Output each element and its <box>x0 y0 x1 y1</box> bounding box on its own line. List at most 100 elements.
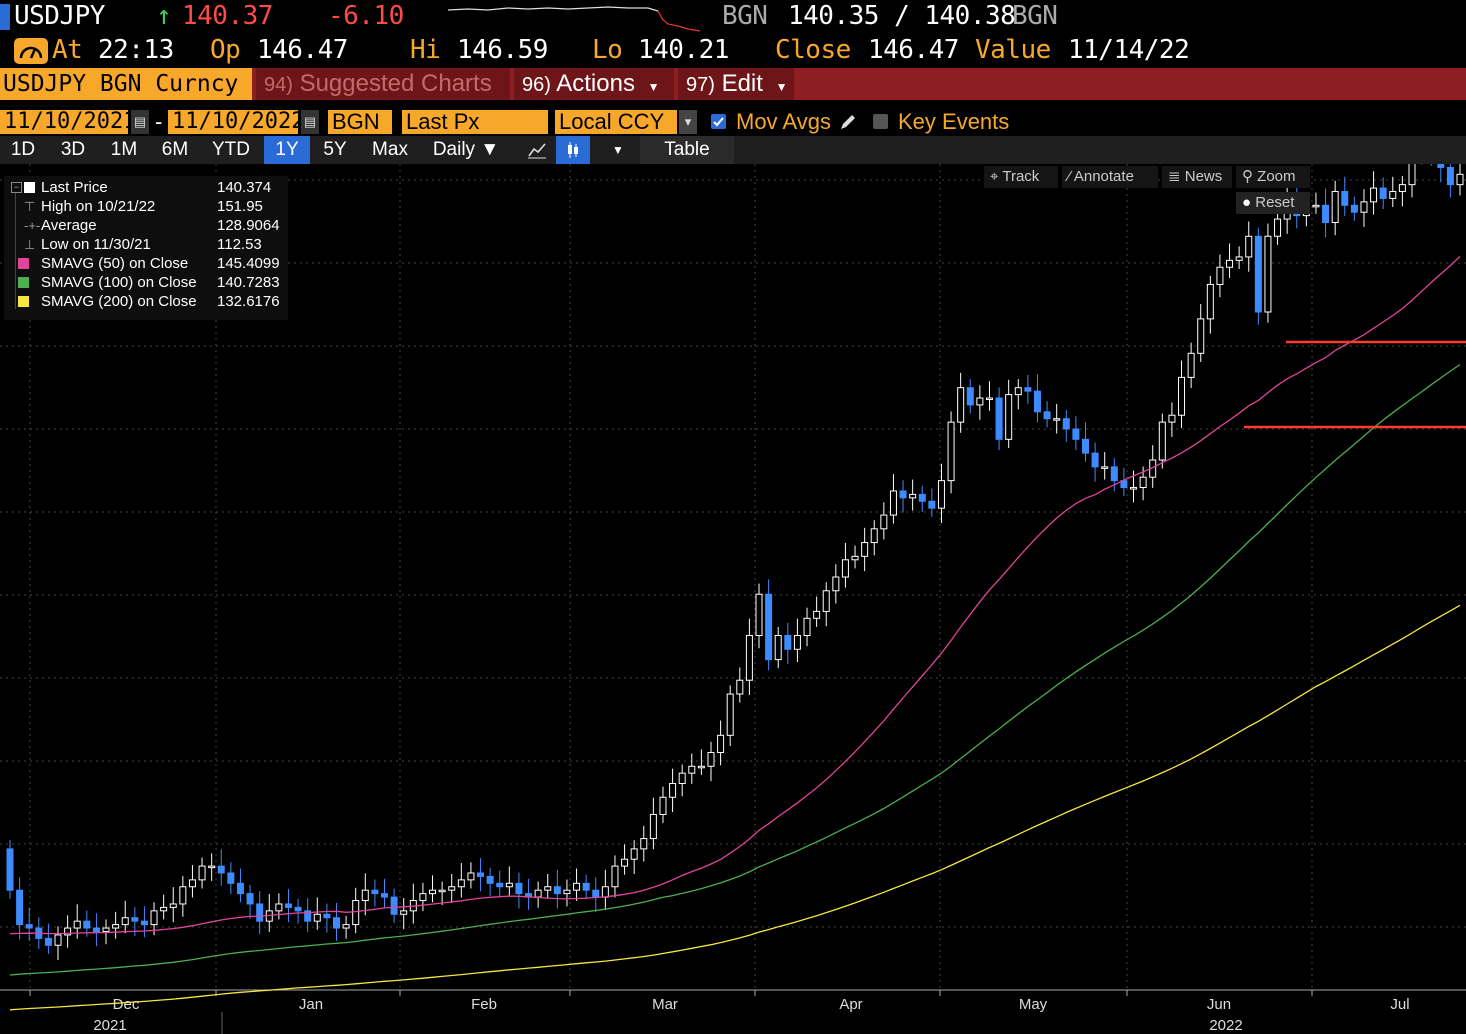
legend-row-sma100[interactable]: SMAVG (100) on Close 140.7283 <box>10 273 286 292</box>
period-ytd-button[interactable]: YTD <box>212 139 250 160</box>
security-indicator <box>0 4 10 30</box>
candlestick-chart-icon[interactable] <box>556 136 590 164</box>
chart-type-dropdown-icon[interactable]: ▼ <box>612 143 624 157</box>
candle-down <box>236 882 244 895</box>
candle-down <box>92 927 100 932</box>
pricing-source-field[interactable]: BGN <box>328 110 392 134</box>
candle-up <box>169 903 177 908</box>
line-chart-icon[interactable] <box>518 136 556 164</box>
candle-down <box>246 893 254 905</box>
currency-dropdown-icon[interactable]: ▾ <box>679 110 697 134</box>
period-1d-button[interactable]: 1D <box>10 139 36 160</box>
candle-up <box>755 593 763 637</box>
end-date-input[interactable]: 11/10/2022 <box>168 110 304 134</box>
candle-up <box>1130 487 1138 490</box>
legend-row-high[interactable]: ⊤ High on 10/21/22 151.95 <box>10 197 286 216</box>
mov-avgs-checkbox[interactable] <box>711 114 726 129</box>
reset-button[interactable]: ● Reset <box>1236 192 1310 214</box>
start-date-input[interactable]: 11/10/2021 <box>0 110 136 134</box>
open-label: Op <box>210 35 241 65</box>
candle-up <box>841 559 849 578</box>
annotate-tool[interactable]: ⁄ Annotate <box>1062 166 1158 188</box>
x-axis-month-label: Feb <box>471 996 497 1013</box>
candle-up <box>361 889 369 902</box>
legend-row-average[interactable]: -+- Average 128.9064 <box>10 216 286 235</box>
candle-down <box>1091 452 1099 468</box>
period-5y-button[interactable]: 5Y <box>323 139 347 160</box>
candle-down <box>995 397 1003 440</box>
up-arrow-icon: ↑ <box>156 1 172 31</box>
caret-down-icon: ▼ <box>647 80 660 94</box>
candle-down <box>44 937 52 946</box>
legend-name: High on 10/21/22 <box>41 198 156 215</box>
candle-down <box>217 865 225 874</box>
period-6m-button[interactable]: 6M <box>161 139 189 160</box>
value-date: 11/14/22 <box>1068 35 1190 65</box>
key-events-checkbox[interactable] <box>873 114 888 129</box>
price-field-select[interactable]: Last Px <box>402 110 548 134</box>
track-tool[interactable]: ⌖ Track <box>984 166 1058 188</box>
x-axis-year-label: 2021 <box>93 1017 126 1034</box>
calendar-icon[interactable]: ▤ <box>301 110 319 134</box>
x-axis-month-label: Apr <box>839 996 862 1013</box>
close-value: 146.47 <box>868 35 959 65</box>
candle-down <box>553 886 561 895</box>
crosshair-icon: ⌖ <box>990 168 999 185</box>
high-marker-icon: ⊤ <box>24 199 36 214</box>
candle-up <box>947 421 955 482</box>
period-1m-button[interactable]: 1M <box>110 139 138 160</box>
speedometer-icon[interactable] <box>14 38 48 64</box>
candle-down <box>582 882 590 891</box>
candle-down <box>515 882 523 895</box>
candle-up <box>1245 235 1253 258</box>
candle-up <box>669 783 677 798</box>
price-chart[interactable]: Dec Jan Feb Mar Apr May Jun Jul 2021 2022 <box>0 164 1466 1034</box>
candle-down <box>1072 428 1080 440</box>
table-button[interactable]: Table <box>640 136 734 164</box>
candle-up <box>601 886 609 898</box>
suggested-charts-menu[interactable]: 94) Suggested Charts <box>256 68 510 100</box>
candle-down <box>1062 418 1070 430</box>
candle-down <box>371 889 379 895</box>
zoom-tool[interactable]: ⚲ Zoom <box>1236 166 1310 188</box>
collapse-legend-icon[interactable]: − <box>11 182 22 193</box>
edit-menu[interactable]: 97) Edit ▼ <box>678 68 794 100</box>
news-tool[interactable]: ≣ News <box>1162 166 1232 188</box>
candle-up <box>851 555 859 561</box>
calendar-icon[interactable]: ▤ <box>131 110 149 134</box>
suggested-charts-label: Suggested Charts <box>299 70 492 97</box>
pencil-icon[interactable] <box>838 112 858 132</box>
ticker-symbol[interactable]: USDJPY <box>14 1 105 31</box>
candle-up <box>179 886 187 905</box>
candle-up <box>400 910 408 915</box>
frequency-dropdown[interactable]: Daily ▼ <box>432 139 500 160</box>
chart-legend: − Last Price 140.374 ⊤ High on 10/21/22 … <box>4 176 288 320</box>
function-menu-bar: USDJPY BGN Curncy 94) Suggested Charts 9… <box>0 68 1466 100</box>
actions-menu[interactable]: 96) Actions ▼ <box>514 68 674 100</box>
candle-up <box>1014 387 1022 396</box>
candle-down <box>227 872 235 884</box>
edit-label: Edit <box>721 70 763 97</box>
x-axis-month-label: Dec <box>113 996 140 1013</box>
legend-row-sma200[interactable]: SMAVG (200) on Close 132.6176 <box>10 292 286 311</box>
candle-up <box>1187 352 1195 378</box>
currency-select[interactable]: Local CCY <box>555 110 677 134</box>
candle-down <box>1110 466 1118 482</box>
security-field[interactable]: USDJPY BGN Curncy <box>0 68 252 100</box>
candle-up <box>1360 201 1368 213</box>
actions-label: Actions <box>556 70 635 97</box>
candle-up <box>621 858 629 867</box>
period-1y-button[interactable]: 1Y <box>264 136 310 164</box>
last-price: 140.37 <box>182 1 273 31</box>
legend-row-low[interactable]: ⊥ Low on 11/30/21 112.53 <box>10 235 286 254</box>
legend-name: Average <box>41 217 97 234</box>
period-max-button[interactable]: Max <box>372 139 408 160</box>
x-axis-month-label: Jun <box>1207 996 1231 1013</box>
legend-row-last-price[interactable]: Last Price 140.374 <box>10 178 286 197</box>
period-3d-button[interactable]: 3D <box>60 139 86 160</box>
x-axis-year-label: 2022 <box>1209 1017 1242 1034</box>
x-axis-month-label: Jul <box>1390 996 1409 1013</box>
candle-up <box>1456 173 1464 186</box>
legend-row-sma50[interactable]: SMAVG (50) on Close 145.4099 <box>10 254 286 273</box>
candle-down <box>1043 411 1051 420</box>
